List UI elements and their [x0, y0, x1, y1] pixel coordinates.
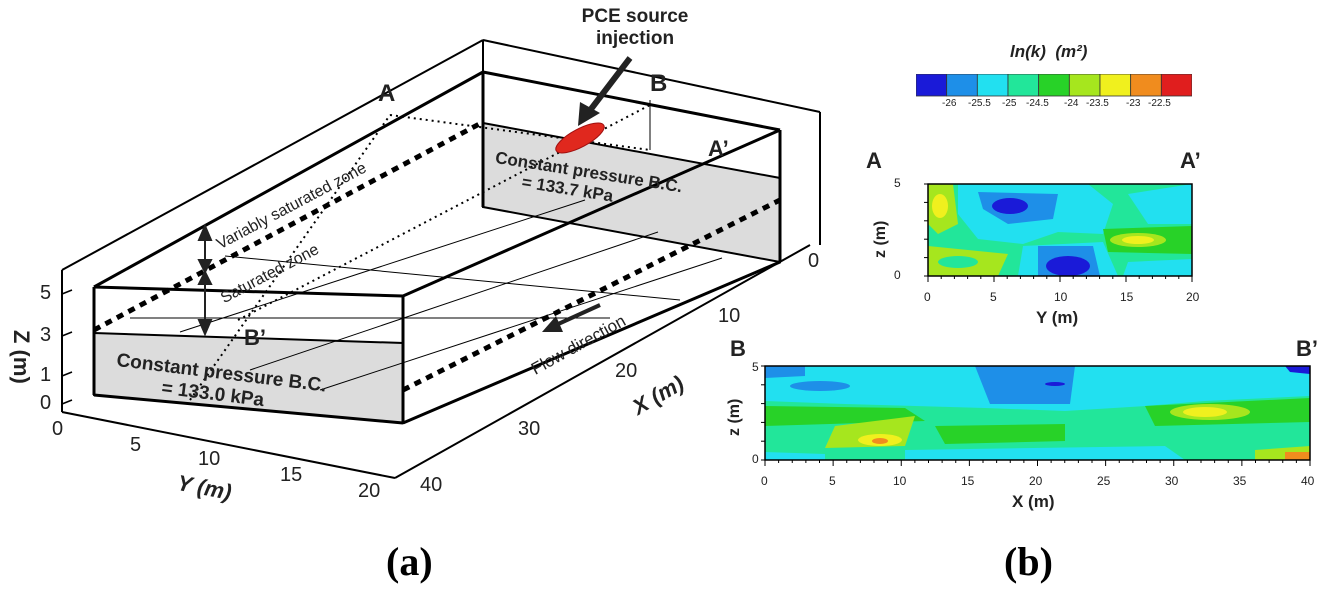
section-bb-contour	[765, 366, 1310, 460]
water-table	[92, 119, 782, 393]
colorbar-tick: -25	[1002, 98, 1017, 109]
y-tick-15: 15	[280, 464, 303, 486]
colorbar-cell	[976, 74, 1009, 97]
colorbar-cell	[1130, 74, 1162, 97]
section-bb-axes	[761, 365, 1311, 466]
colorbar	[916, 74, 1192, 97]
section-label-b: B	[650, 70, 668, 97]
flow-arrow-head	[542, 316, 563, 332]
z-tick-1: 1	[40, 364, 52, 386]
pce-arrow-head	[578, 102, 600, 126]
section-bb-xtick: 25	[1097, 474, 1111, 488]
domain-3d-diagram	[61, 39, 821, 479]
x-tick-30: 30	[518, 418, 541, 440]
outer-box	[61, 39, 821, 479]
z-axis-label: Z (m)	[9, 330, 34, 384]
x-tick-20: 20	[615, 360, 638, 382]
section-aa-contour	[928, 184, 1192, 276]
pce-source-marker	[555, 122, 605, 154]
section-aa-xticklabels: 0 5 10 15 20	[924, 290, 1199, 304]
section-bb-xlabel: X (m)	[1012, 492, 1055, 511]
z-tick-5: 5	[40, 282, 52, 304]
section-aa-xtick: 15	[1120, 290, 1134, 304]
y-tick-5: 5	[130, 434, 142, 456]
x-tick-0: 0	[808, 250, 820, 272]
section-bb-xticklabels: 0 5 10 15 20 25 30 35 40	[761, 474, 1314, 488]
section-label-a-prime: A’	[708, 136, 729, 161]
zone-arrows	[197, 223, 213, 337]
colorbar-title: ln(k) (m²)	[1010, 42, 1088, 61]
pce-source-label: PCE source injection	[581, 6, 689, 49]
colorbar-cell	[916, 74, 948, 97]
caption-b: (b)	[1004, 539, 1053, 584]
colorbar-cell	[1007, 74, 1040, 97]
section-bb-left-label: B	[730, 336, 746, 361]
y-tick-0: 0	[52, 418, 64, 440]
section-label-a: A	[378, 80, 396, 107]
pce-arrow	[585, 56, 633, 115]
section-aa-ytick-5: 5	[894, 176, 901, 190]
domain-box	[92, 70, 782, 425]
colorbar-cell	[1099, 74, 1132, 97]
section-bb-xtick: 5	[829, 474, 836, 488]
section-lines	[189, 104, 651, 401]
section-bb-xtick: 35	[1233, 474, 1247, 488]
colorbar-cell	[1160, 74, 1192, 97]
section-label-b-prime: B’	[244, 325, 266, 350]
section-aa-ylabel: z (m)	[872, 220, 889, 258]
z-axis	[61, 289, 73, 405]
flow-arrow	[555, 303, 601, 327]
colorbar-tick: -23.5	[1086, 98, 1109, 109]
section-bb-right-label: B’	[1296, 336, 1318, 361]
section-bb-xtick: 10	[893, 474, 907, 488]
colorbar-tick: -24	[1064, 98, 1079, 109]
colorbar-tick: -22.5	[1148, 98, 1171, 109]
x-tick-40: 40	[420, 474, 443, 496]
caption-a: (a)	[386, 539, 433, 584]
section-bb-xtick: 30	[1165, 474, 1179, 488]
section-aa-xtick: 5	[990, 290, 997, 304]
section-aa-right-label: A’	[1180, 148, 1201, 173]
section-bb-xtick: 40	[1301, 474, 1315, 488]
colorbar-tick: -24.5	[1026, 98, 1049, 109]
bottom-grid	[130, 100, 723, 391]
section-aa-ytick-0: 0	[894, 268, 901, 282]
y-tick-10: 10	[198, 448, 221, 470]
section-aa-axes	[924, 183, 1193, 282]
colorbar-cell	[1038, 74, 1070, 97]
section-bb-ylabel: z (m)	[726, 398, 743, 436]
x-tick-10: 10	[718, 305, 741, 327]
section-aa-left-label: A	[866, 148, 882, 173]
section-bb-xtick: 0	[761, 474, 768, 488]
section-bb-ytick-0: 0	[752, 452, 759, 466]
colorbar-tick: -23	[1126, 98, 1141, 109]
y-tick-20: 20	[358, 480, 381, 502]
section-aa-xtick: 10	[1054, 290, 1068, 304]
colorbar-cell	[946, 74, 978, 97]
z-tick-0: 0	[40, 392, 52, 414]
colorbar-ticks: -26 -25.5 -25 -24.5 -24 -23.5 -23 -22.5	[916, 98, 1192, 112]
section-bb-xtick: 15	[961, 474, 975, 488]
section-aa-xlabel: Y (m)	[1036, 308, 1079, 327]
colorbar-tick: -26	[942, 98, 957, 109]
section-bb-xtick: 20	[1029, 474, 1043, 488]
section-bb-ytick-5: 5	[752, 360, 759, 374]
section-aa-xtick: 20	[1186, 290, 1200, 304]
colorbar-tick: -25.5	[968, 98, 991, 109]
colorbar-cell	[1068, 74, 1101, 97]
z-tick-3: 3	[40, 324, 52, 346]
section-aa-xtick: 0	[924, 290, 931, 304]
